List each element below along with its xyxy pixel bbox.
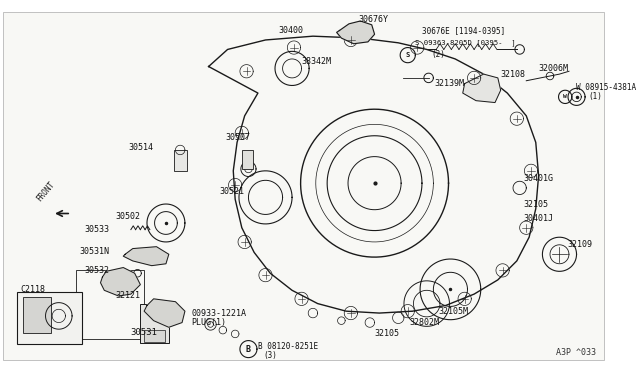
Text: 30514: 30514	[129, 142, 154, 152]
Polygon shape	[513, 181, 526, 195]
Text: 00933-1221A: 00933-1221A	[191, 308, 246, 318]
Polygon shape	[144, 299, 185, 327]
Text: (1): (1)	[588, 92, 602, 101]
Text: 32105M: 32105M	[438, 307, 468, 316]
Polygon shape	[134, 269, 141, 277]
Text: 30401J: 30401J	[524, 214, 554, 223]
Polygon shape	[301, 109, 449, 257]
Bar	[23, 297, 51, 333]
Bar	[17, 292, 81, 344]
Bar	[173, 150, 187, 171]
Text: 32109: 32109	[567, 240, 592, 249]
Text: S 09363-8205D [0395-  ]: S 09363-8205D [0395- ]	[415, 39, 516, 46]
Text: 30521: 30521	[220, 187, 244, 196]
Text: (3): (3)	[264, 351, 278, 360]
Text: 30676E [1194-0395]: 30676E [1194-0395]	[422, 26, 505, 35]
Text: 32105: 32105	[524, 199, 548, 209]
Polygon shape	[209, 36, 539, 313]
Text: 32139M: 32139M	[435, 79, 464, 88]
Text: 32802M: 32802M	[410, 318, 440, 327]
Polygon shape	[239, 171, 292, 224]
Text: 30533: 30533	[84, 225, 109, 234]
Bar	[140, 304, 169, 343]
Polygon shape	[241, 161, 256, 177]
Text: 38342M: 38342M	[301, 57, 332, 66]
Bar	[242, 150, 253, 169]
Polygon shape	[543, 237, 577, 271]
Text: 32121: 32121	[115, 292, 140, 301]
Text: 30531N: 30531N	[79, 247, 109, 256]
Text: 30532: 30532	[84, 266, 109, 275]
Polygon shape	[275, 51, 309, 86]
Text: PLUG(1): PLUG(1)	[191, 318, 227, 327]
Polygon shape	[515, 45, 524, 54]
Polygon shape	[424, 73, 433, 83]
Polygon shape	[546, 72, 554, 80]
Text: FRONT: FRONT	[35, 180, 56, 203]
Text: 30531: 30531	[131, 327, 157, 337]
Text: 32006M: 32006M	[539, 64, 568, 73]
Polygon shape	[404, 281, 449, 326]
Text: A3P ^033: A3P ^033	[556, 349, 595, 357]
Bar	[76, 270, 144, 339]
Text: W 08915-4381A: W 08915-4381A	[575, 83, 636, 92]
Text: 30502: 30502	[115, 212, 140, 221]
Text: S: S	[406, 52, 410, 58]
Polygon shape	[124, 247, 169, 266]
Text: W: W	[563, 94, 567, 99]
Text: 30401G: 30401G	[524, 174, 554, 183]
Text: B: B	[246, 344, 251, 354]
Polygon shape	[147, 204, 185, 242]
Text: 30400: 30400	[278, 26, 303, 35]
Polygon shape	[100, 267, 140, 296]
Polygon shape	[45, 303, 72, 329]
Text: 30676Y: 30676Y	[358, 15, 388, 23]
Text: C2118: C2118	[21, 285, 46, 294]
Polygon shape	[463, 74, 500, 103]
Text: 32105: 32105	[374, 330, 399, 339]
Polygon shape	[420, 259, 481, 320]
Text: 30507: 30507	[226, 133, 251, 142]
Text: (2): (2)	[431, 50, 445, 59]
Text: B 08120-8251E: B 08120-8251E	[258, 342, 318, 351]
Text: 32108: 32108	[500, 70, 525, 78]
Polygon shape	[337, 21, 374, 44]
Polygon shape	[52, 309, 65, 323]
Bar	[144, 330, 165, 341]
Polygon shape	[207, 322, 213, 327]
